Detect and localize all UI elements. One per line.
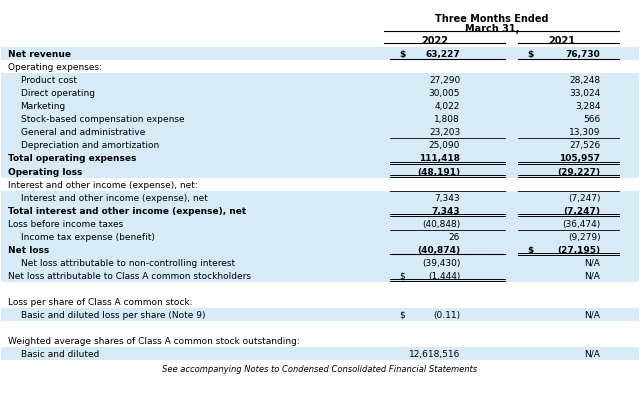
Text: 2021: 2021 [548, 36, 575, 46]
Text: (40,848): (40,848) [422, 219, 460, 228]
FancyBboxPatch shape [1, 334, 639, 347]
Text: (39,430): (39,430) [422, 258, 460, 267]
Text: Operating loss: Operating loss [8, 167, 82, 176]
Text: Net loss attributable to non-controlling interest: Net loss attributable to non-controlling… [20, 258, 235, 267]
FancyBboxPatch shape [1, 217, 639, 230]
Text: (0.11): (0.11) [433, 310, 460, 319]
Text: N/A: N/A [584, 258, 600, 267]
Text: 26: 26 [449, 232, 460, 241]
Text: 566: 566 [583, 115, 600, 124]
Text: See accompanying Notes to Condensed Consolidated Financial Statements: See accompanying Notes to Condensed Cons… [163, 364, 477, 373]
Text: Direct operating: Direct operating [20, 89, 95, 98]
FancyBboxPatch shape [1, 178, 639, 191]
Text: Net revenue: Net revenue [8, 50, 71, 59]
FancyBboxPatch shape [1, 269, 639, 282]
Text: 3,284: 3,284 [575, 102, 600, 111]
FancyBboxPatch shape [1, 191, 639, 204]
Text: 7,343: 7,343 [435, 193, 460, 202]
Text: Loss before income taxes: Loss before income taxes [8, 219, 123, 228]
FancyBboxPatch shape [1, 126, 639, 139]
Text: 4,022: 4,022 [435, 102, 460, 111]
Text: Stock-based compensation expense: Stock-based compensation expense [20, 115, 184, 124]
FancyBboxPatch shape [1, 87, 639, 100]
Text: (27,195): (27,195) [557, 245, 600, 254]
FancyBboxPatch shape [1, 139, 639, 152]
Text: (7,247): (7,247) [563, 206, 600, 215]
Text: (36,474): (36,474) [562, 219, 600, 228]
Text: 13,309: 13,309 [569, 128, 600, 137]
Text: N/A: N/A [584, 349, 600, 358]
Text: 33,024: 33,024 [569, 89, 600, 98]
Text: N/A: N/A [584, 271, 600, 280]
Text: N/A: N/A [584, 310, 600, 319]
Text: (7,247): (7,247) [568, 193, 600, 202]
FancyBboxPatch shape [1, 204, 639, 217]
Text: 7,343: 7,343 [431, 206, 460, 215]
Text: 27,290: 27,290 [429, 76, 460, 85]
FancyBboxPatch shape [1, 152, 639, 165]
Text: Three Months Ended: Three Months Ended [435, 13, 548, 24]
FancyBboxPatch shape [1, 48, 639, 61]
Text: 105,957: 105,957 [559, 154, 600, 163]
Text: Total operating expenses: Total operating expenses [8, 154, 136, 163]
Text: 76,730: 76,730 [566, 50, 600, 59]
Text: (40,874): (40,874) [417, 245, 460, 254]
Text: Product cost: Product cost [20, 76, 77, 85]
Text: Operating expenses:: Operating expenses: [8, 63, 102, 72]
Text: 1,808: 1,808 [435, 115, 460, 124]
FancyBboxPatch shape [1, 308, 639, 321]
Text: General and administrative: General and administrative [20, 128, 145, 137]
Text: 23,203: 23,203 [429, 128, 460, 137]
Text: $: $ [399, 50, 406, 59]
Text: Basic and diluted: Basic and diluted [20, 349, 99, 358]
FancyBboxPatch shape [1, 165, 639, 178]
Text: (1,444): (1,444) [428, 271, 460, 280]
FancyBboxPatch shape [1, 61, 639, 74]
Text: Interest and other income (expense), net: Interest and other income (expense), net [20, 193, 207, 202]
Text: (29,227): (29,227) [557, 167, 600, 176]
Text: $: $ [399, 271, 405, 280]
FancyBboxPatch shape [1, 347, 639, 360]
Text: 28,248: 28,248 [569, 76, 600, 85]
Text: Net loss attributable to Class A common stockholders: Net loss attributable to Class A common … [8, 271, 251, 280]
Text: Total interest and other income (expense), net: Total interest and other income (expense… [8, 206, 246, 215]
FancyBboxPatch shape [1, 74, 639, 87]
FancyBboxPatch shape [1, 295, 639, 308]
Text: $: $ [399, 310, 405, 319]
Text: March 31,: March 31, [465, 24, 519, 34]
FancyBboxPatch shape [1, 100, 639, 113]
Text: Interest and other income (expense), net:: Interest and other income (expense), net… [8, 180, 198, 189]
Text: Depreciation and amortization: Depreciation and amortization [20, 141, 159, 150]
Text: 2022: 2022 [421, 36, 448, 46]
Text: 111,418: 111,418 [419, 154, 460, 163]
Text: Marketing: Marketing [20, 102, 66, 111]
Text: 27,526: 27,526 [569, 141, 600, 150]
FancyBboxPatch shape [1, 282, 639, 295]
Text: $: $ [527, 245, 533, 254]
FancyBboxPatch shape [1, 243, 639, 256]
FancyBboxPatch shape [1, 113, 639, 126]
Text: Net loss: Net loss [8, 245, 49, 254]
FancyBboxPatch shape [1, 256, 639, 269]
Text: 12,618,516: 12,618,516 [409, 349, 460, 358]
Text: Basic and diluted loss per share (Note 9): Basic and diluted loss per share (Note 9… [20, 310, 205, 319]
Text: Income tax expense (benefit): Income tax expense (benefit) [20, 232, 154, 241]
Text: Weighted average shares of Class A common stock outstanding:: Weighted average shares of Class A commo… [8, 336, 300, 345]
Text: 25,090: 25,090 [429, 141, 460, 150]
Text: (9,279): (9,279) [568, 232, 600, 241]
FancyBboxPatch shape [1, 230, 639, 243]
FancyBboxPatch shape [1, 321, 639, 334]
Text: $: $ [527, 50, 533, 59]
Text: (48,191): (48,191) [417, 167, 460, 176]
Text: 30,005: 30,005 [429, 89, 460, 98]
Text: Loss per share of Class A common stock:: Loss per share of Class A common stock: [8, 297, 192, 306]
Text: 63,227: 63,227 [426, 50, 460, 59]
